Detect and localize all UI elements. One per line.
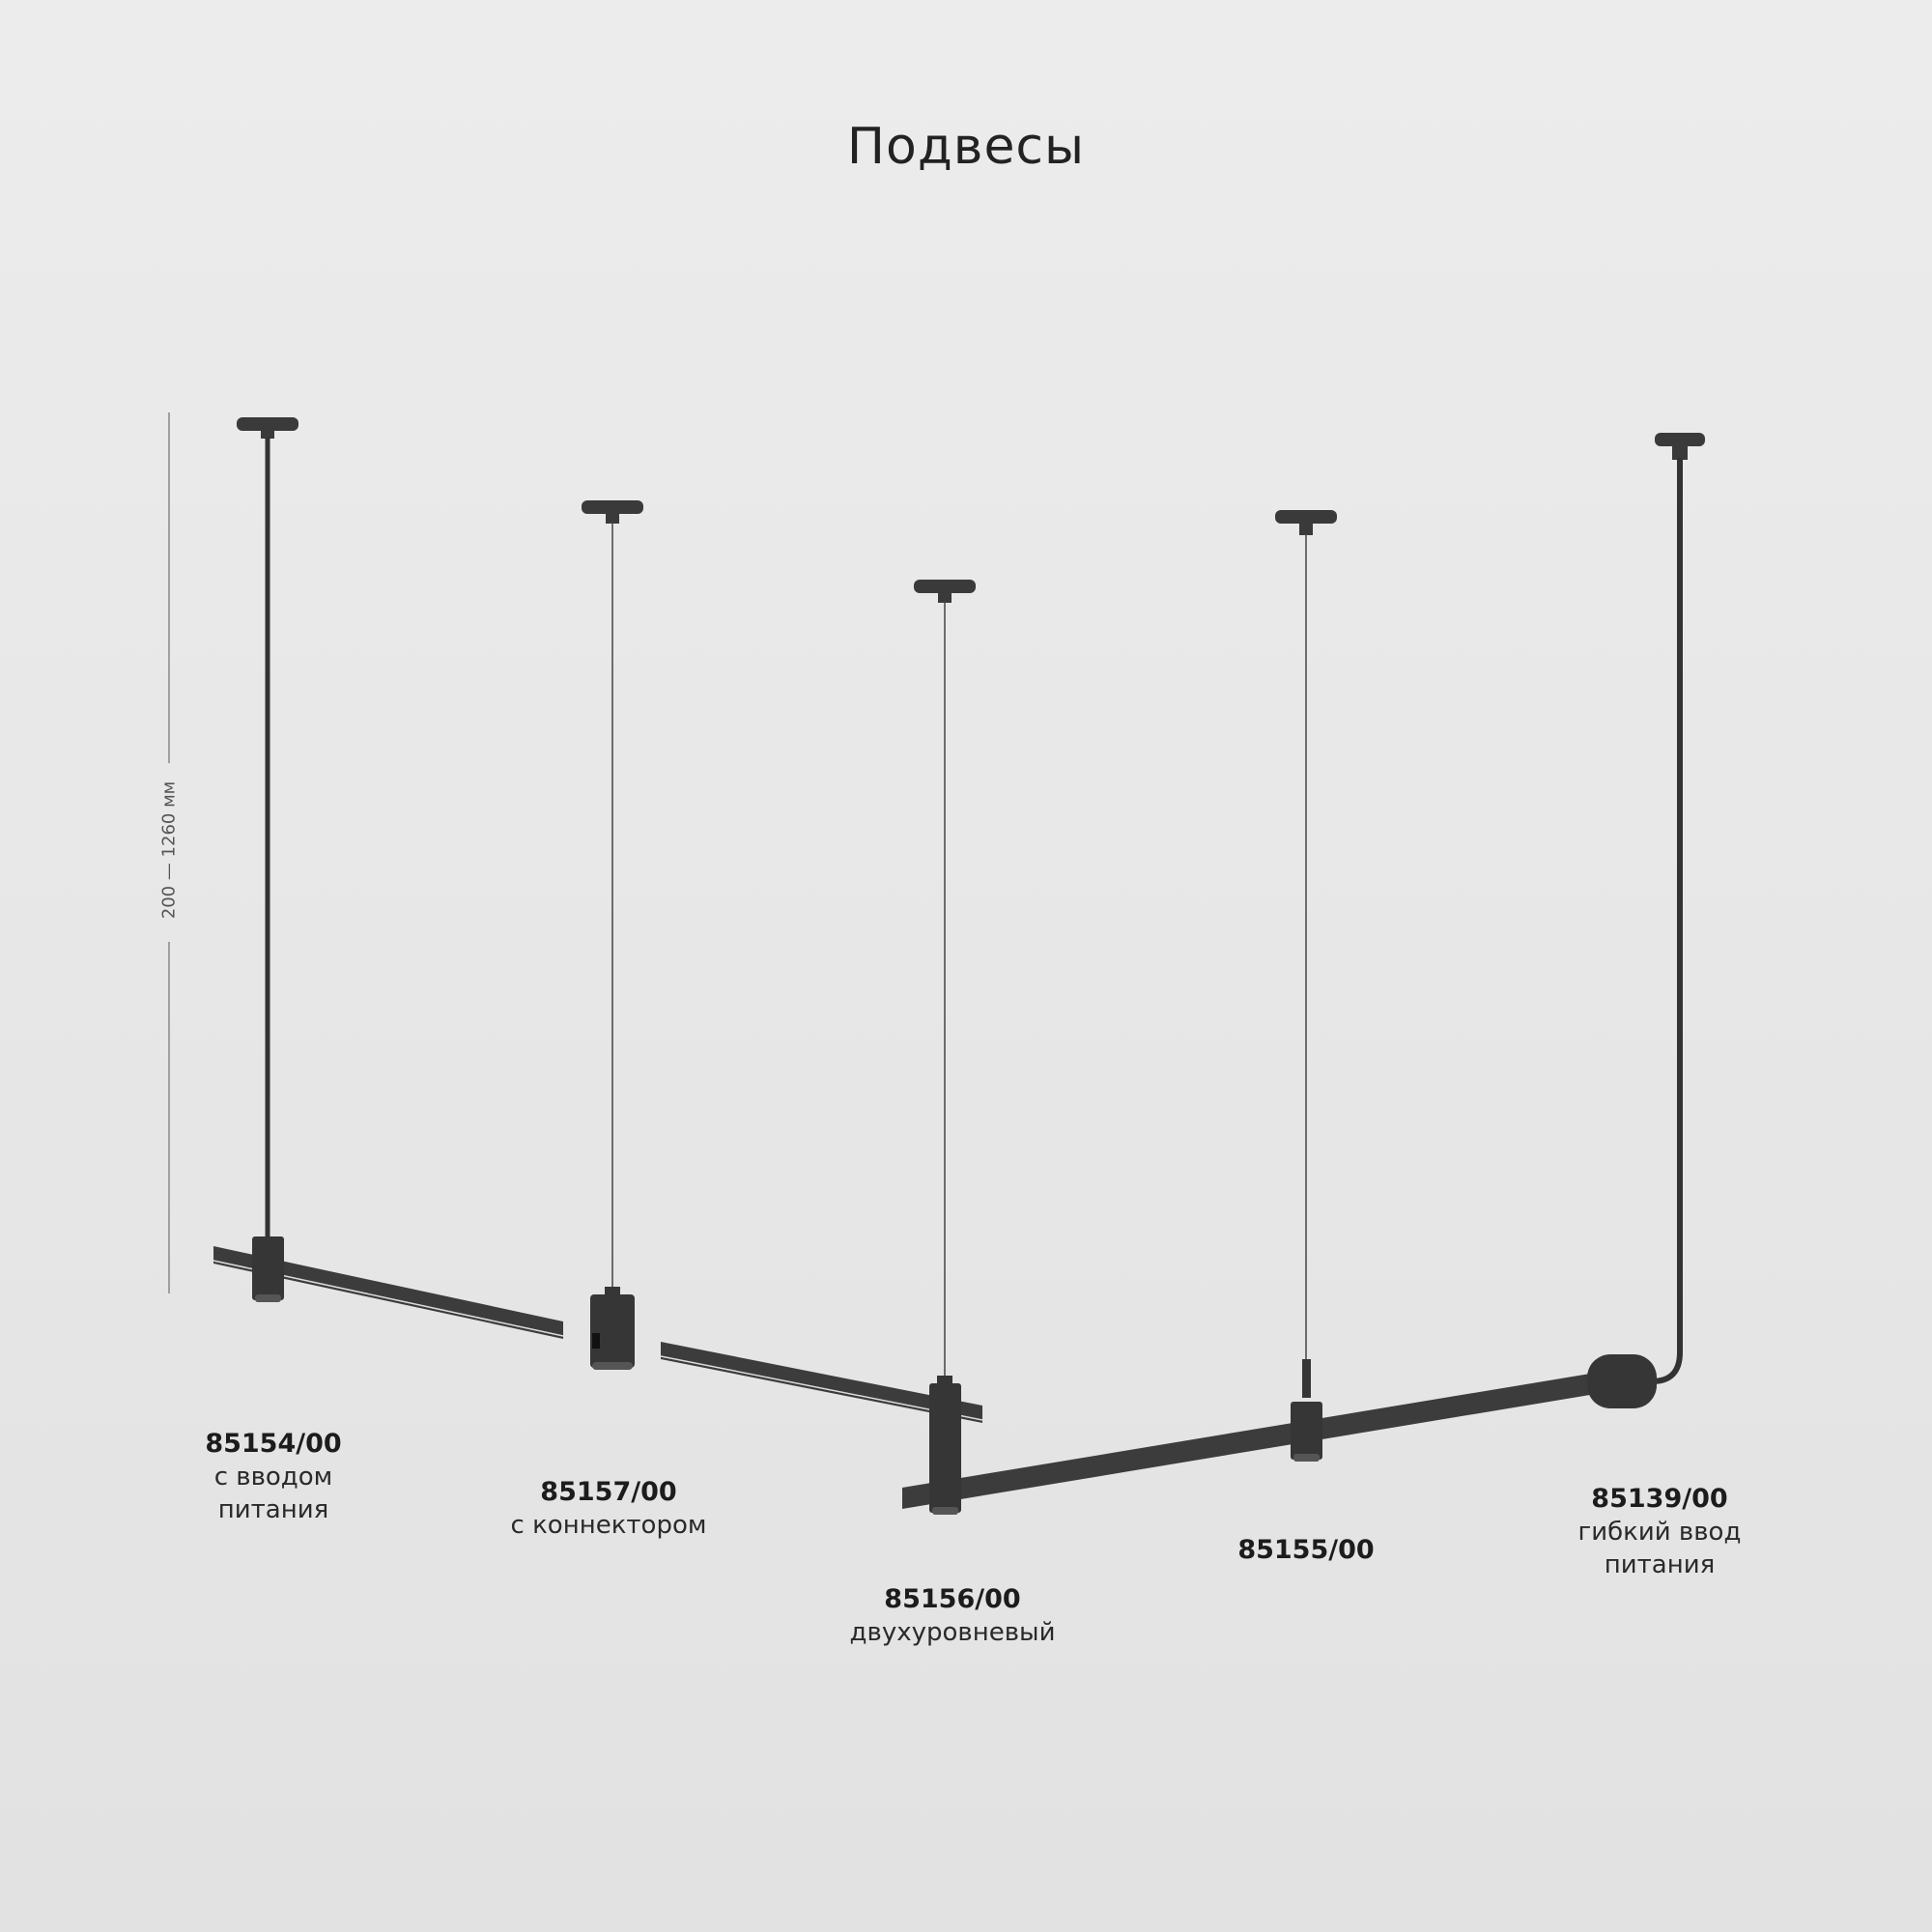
product-code: 85157/00 [540, 1477, 677, 1507]
fixture-bodies [252, 1236, 1657, 1515]
page-title: Подвесы [846, 118, 1086, 176]
body-85155 [1291, 1359, 1322, 1462]
rail-2 [661, 1342, 982, 1423]
product-label-85156: 85156/00 двухуровневый [850, 1583, 1056, 1649]
product-code: 85156/00 [884, 1584, 1021, 1614]
height-dimension-label: 200 — 1260 мм [158, 781, 180, 920]
product-code: 85154/00 [205, 1429, 342, 1459]
canopy-85156 [914, 580, 976, 603]
product-label-85139: 85139/00 гибкий ввод питания [1578, 1483, 1742, 1581]
product-description: двухуровневый [849, 1618, 1056, 1647]
canopy-85157 [582, 500, 643, 524]
body-85154 [252, 1236, 284, 1302]
product-description: с коннектором [510, 1511, 707, 1540]
product-label-85154: 85154/00 с вводом питания [205, 1428, 341, 1526]
track-rails [213, 1246, 1602, 1509]
product-description: питания [1604, 1550, 1716, 1579]
product-description: гибкий ввод [1577, 1518, 1742, 1547]
product-description: питания [217, 1495, 329, 1524]
suspension-cables [265, 438, 1683, 1384]
product-description: с вводом [213, 1463, 333, 1492]
product-code: 85139/00 [1591, 1484, 1728, 1514]
endcap-85139 [1587, 1354, 1657, 1408]
product-code: 85155/00 [1237, 1535, 1375, 1565]
canopy-85139 [1655, 433, 1705, 460]
rail-1 [213, 1246, 563, 1339]
canopy-85155 [1275, 510, 1337, 535]
canopy-85154 [237, 417, 298, 439]
product-label-85155: 85155/00 [1237, 1534, 1374, 1567]
product-label-85157: 85157/00 с коннектором [511, 1476, 707, 1542]
body-85157 [590, 1287, 635, 1370]
ceiling-canopies [237, 417, 1705, 603]
body-85156 [929, 1376, 961, 1515]
rail-3 [902, 1372, 1602, 1509]
